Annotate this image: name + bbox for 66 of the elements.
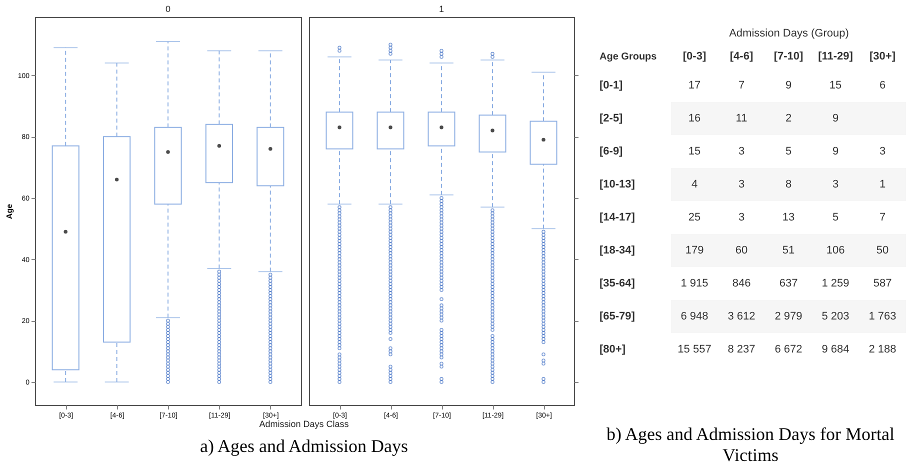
y-tick-label: [14-17] [600, 212, 636, 224]
x-tick-label: [4-6] [730, 50, 754, 62]
data-label: 3 612 [728, 310, 756, 322]
data-label: 3 [738, 178, 745, 190]
data-label: 15 [829, 80, 842, 92]
data-label: 106 [826, 244, 845, 256]
data-label: 637 [779, 278, 798, 290]
data-label: 9 [785, 80, 792, 92]
data-label: 5 203 [822, 310, 850, 322]
x-axis-title: Admission Days (Group) [729, 28, 849, 40]
y-axis-title: Age [4, 203, 14, 220]
data-label: 3 [738, 146, 745, 158]
data-label: 1 763 [868, 310, 896, 322]
x-axis-title: Admission Days Class [258, 419, 350, 429]
data-label: 6 [879, 80, 886, 92]
data-label: 15 557 [678, 344, 712, 356]
x-tick-label: [11-29] [818, 50, 854, 62]
data-label: 2 979 [774, 310, 802, 322]
data-label: 7 [879, 212, 886, 224]
data-label: 7 [738, 80, 745, 92]
x-tick-label: [0-3] [682, 50, 706, 62]
data-label: 2 [785, 112, 792, 124]
data-label: 5 [832, 212, 839, 224]
y-tick-label: [18-34] [600, 244, 636, 256]
data-label: 587 [873, 278, 892, 290]
data-label: 8 [785, 178, 792, 190]
data-label: 17 [688, 80, 701, 92]
data-label: 6 948 [680, 310, 708, 322]
data-label: 8 237 [728, 344, 756, 356]
y-axis-title: Age Groups [600, 52, 658, 62]
data-label: 5 [785, 146, 792, 158]
chart-title: 0 [165, 4, 171, 14]
data-label: 1 [879, 178, 886, 190]
data-label: 1 915 [680, 278, 708, 290]
y-tick-label: [10-13] [600, 178, 636, 190]
x-tick-label: [30+] [870, 50, 896, 62]
y-tick-label: [80+] [600, 344, 626, 356]
y-tick-label: [0-1] [600, 80, 624, 92]
data-label: 6 672 [774, 344, 802, 356]
text: b) Ages and Admission Days for Mortal Victims [606, 424, 896, 466]
data-label: 60 [735, 244, 748, 256]
data-label: 179 [685, 244, 704, 256]
data-label: 15 [688, 146, 701, 158]
y-tick-label: [65-79] [600, 310, 636, 322]
data-label: 4 [691, 178, 698, 190]
data-label: 13 [782, 212, 795, 224]
data-label: 11 [736, 112, 748, 124]
data-label: 50 [876, 244, 889, 256]
data-label: 25 [688, 212, 701, 224]
data-label: 846 [732, 278, 751, 290]
text: a) Ages and Admission Days [199, 436, 409, 457]
data-label: 9 684 [822, 344, 850, 356]
y-tick-label: [6-9] [600, 146, 624, 158]
data-label: 9 [832, 112, 839, 124]
data-label: 3 [879, 146, 886, 158]
data-label: 16 [688, 112, 701, 124]
data-label: 51 [782, 244, 795, 256]
data-label: 3 [738, 212, 745, 224]
data-label: 1 259 [822, 278, 850, 290]
chart-title: 1 [438, 4, 444, 14]
data-label: 2 188 [868, 344, 896, 356]
y-tick-label: [2-5] [600, 112, 624, 124]
data-label: 9 [832, 146, 839, 158]
y-tick-label: [35-64] [600, 278, 636, 290]
data-label: 3 [832, 178, 839, 190]
x-tick-label: [7-10] [774, 50, 804, 62]
